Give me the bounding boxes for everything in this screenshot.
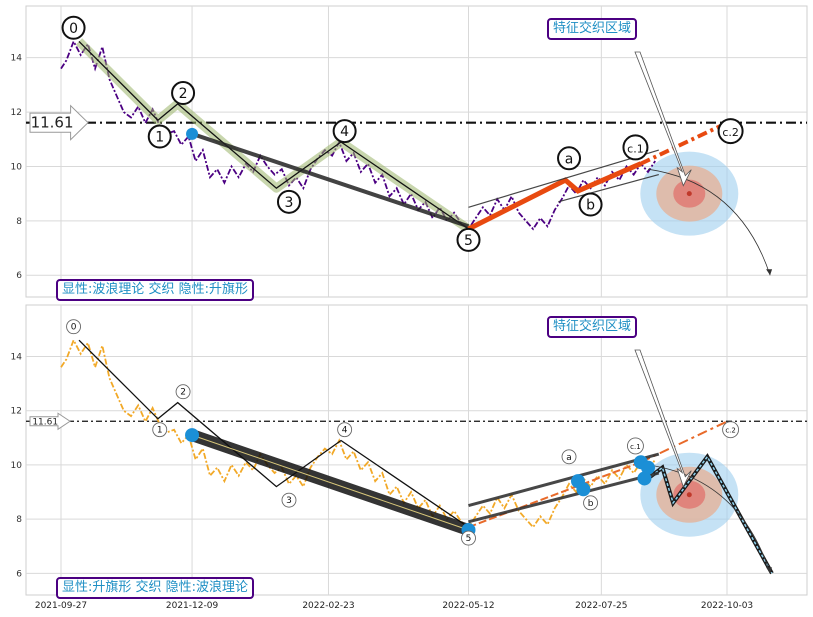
wave-label-text: 5: [466, 534, 472, 544]
forecast-arrowhead: [766, 567, 773, 574]
wave-label-text: a: [566, 453, 572, 463]
forecast-arrowhead: [766, 269, 773, 276]
y-tick-label: 8: [16, 515, 22, 525]
projection-line: [467, 161, 642, 232]
x-tick-label: 2022-05-12: [442, 601, 494, 611]
y-tick-label: 6: [16, 569, 22, 579]
x-tick-label: 2022-02-23: [302, 601, 354, 611]
y-tick-label: 10: [11, 162, 23, 172]
wave-label-circle: [461, 530, 476, 546]
resistance-tag: [29, 412, 71, 431]
bottom-caption: 显性:升旗形 交织 隐性:波浪理论: [56, 577, 255, 599]
wave-label-text: 0: [71, 323, 77, 333]
wave-label-circle: [583, 495, 599, 511]
plot-frame: [25, 5, 808, 298]
pivot-marker: [186, 127, 199, 140]
top-caption: 显性:波浪理论 交织 隐性:升旗形: [56, 279, 255, 301]
wave-label-circle: [557, 146, 582, 171]
wave-label-circle: [332, 119, 357, 144]
x-tick-label: 2021-09-27: [35, 601, 87, 611]
channel-upper: [468, 149, 659, 208]
y-tick-label: 12: [11, 407, 22, 417]
wave-label-circle: [626, 437, 644, 455]
target-point: [686, 492, 692, 498]
y-tick-label: 14: [11, 352, 23, 362]
wave-label-circle: [147, 124, 172, 149]
projection-extension: [639, 121, 728, 166]
resistance-value: 11.61: [32, 417, 58, 427]
wave-label-text: 2: [180, 388, 186, 398]
x-axis: 2021-09-27 2021-12-09 2022-02-23 2022-05-12…: [35, 601, 753, 611]
target-point: [686, 191, 692, 197]
wave-label-circle: [171, 81, 196, 106]
wave-label-circle: [578, 192, 603, 217]
wave-label-text: 0: [69, 21, 78, 37]
pivot-marker: [637, 471, 652, 486]
flagpole-core: [191, 434, 469, 531]
feature-callout-arrow: [634, 349, 692, 488]
wave-label-text: b: [588, 499, 594, 509]
x-tick-label: 2022-07-25: [575, 601, 627, 611]
y-tick-label: 10: [11, 461, 23, 471]
wave-label-text: c.1: [630, 443, 641, 451]
y-tick-label: 14: [11, 54, 23, 64]
wave-label-circle: [61, 15, 86, 40]
wave-label-circle: [337, 422, 353, 438]
wave-label-text: a: [565, 151, 574, 167]
wave-label-text: c.1: [627, 142, 644, 155]
projection-line: [468, 461, 642, 529]
y-tick-label: 6: [16, 271, 22, 281]
pivot-marker: [185, 428, 200, 443]
channel-lower: [558, 174, 659, 203]
wave-label-text: 4: [340, 124, 349, 140]
forecast-arc: [647, 168, 771, 276]
wave-label-text: 5: [464, 233, 473, 249]
wave-label-text: 2: [179, 86, 188, 102]
y-tick-label: 12: [11, 108, 22, 118]
wave-label-text: c.2: [725, 427, 736, 435]
resistance-value: 11.61: [31, 114, 74, 132]
pivot-marker: [641, 460, 656, 475]
top-feature-label: 特征交织区域: [547, 18, 638, 40]
forecast-arc: [647, 464, 771, 574]
wave-label-text: 1: [157, 426, 163, 436]
wave-label-circle: [456, 227, 481, 252]
wave-label-circle: [722, 421, 740, 439]
trend-line: [191, 131, 470, 229]
wave-label-circle: [561, 449, 577, 465]
channel-lower: [468, 471, 660, 524]
wave-label-text: 4: [342, 426, 348, 436]
wave-label-circle: [281, 492, 297, 508]
x-tick-label: 2021-12-09: [166, 601, 219, 611]
price-line: [60, 39, 656, 231]
wave-label-text: b: [586, 198, 595, 214]
x-tick-label: 2022-10-03: [701, 601, 753, 611]
resistance-tag: [29, 104, 89, 141]
wave-label-circle: [717, 118, 744, 145]
feature-callout-arrow: [634, 51, 692, 187]
wave-label-circle: [66, 319, 82, 335]
wave-label-circle: [276, 189, 301, 214]
price-line: [60, 338, 656, 529]
wave-label-circle: [152, 422, 168, 438]
wave-label-text: 1: [155, 130, 164, 146]
wave-label-circle: [175, 384, 191, 400]
channel-upper: [468, 452, 660, 508]
y-tick-label: 8: [16, 217, 22, 227]
pivot-marker: [576, 482, 591, 497]
wave-label-text: c.2: [722, 126, 739, 139]
bottom-feature-label: 特征交织区域: [547, 316, 638, 338]
wave-label-text: 3: [286, 496, 292, 506]
wave-label-text: 3: [285, 195, 294, 211]
wave-label-circle: [622, 134, 649, 161]
plot-frame: [25, 304, 808, 596]
